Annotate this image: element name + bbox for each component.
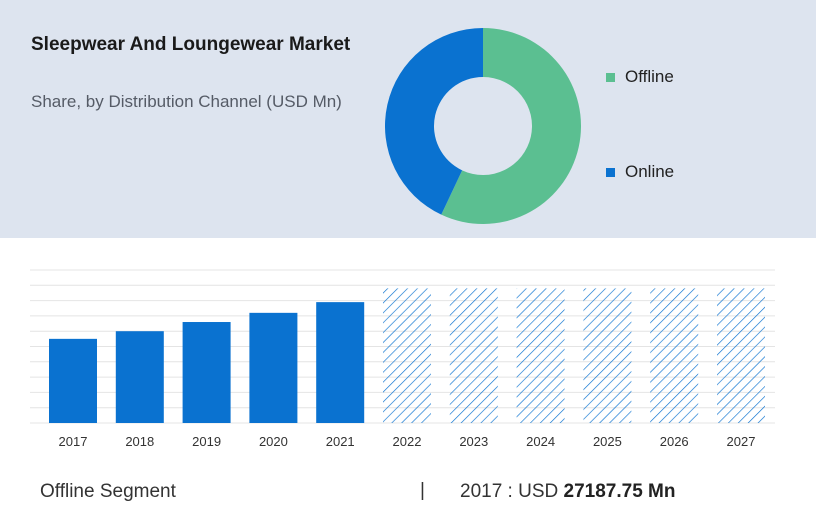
bar-2020: [249, 312, 298, 423]
legend-item-online: Online: [606, 162, 674, 182]
chart-subtitle: Share, by Distribution Channel (USD Mn): [31, 92, 342, 111]
bar-2021: [316, 302, 365, 423]
legend-swatch-offline: [606, 72, 615, 82]
x-tick-label: 2025: [593, 434, 622, 449]
x-tick-label: 2018: [125, 434, 154, 449]
x-tick-label: 2017: [59, 434, 88, 449]
x-tick-label: 2020: [259, 434, 288, 449]
forecast-bar-2025: [583, 288, 632, 423]
x-tick-label: 2023: [459, 434, 488, 449]
footer-value-prefix: 2017 : USD: [460, 481, 559, 502]
x-tick-label: 2027: [727, 434, 756, 449]
legend-swatch-online: [606, 167, 615, 177]
x-tick-label: 2021: [326, 434, 355, 449]
x-tick-label: 2026: [660, 434, 689, 449]
bar-2018: [115, 331, 164, 423]
legend-item-offline: Offline: [606, 67, 674, 87]
forecast-bar-2026: [650, 288, 699, 423]
footer-divider: |: [420, 480, 425, 501]
footer-value-amount: 27187.75 Mn: [563, 481, 676, 502]
footer-segment-label: Offline Segment: [40, 481, 176, 502]
legend-label-online: Online: [625, 162, 675, 181]
forecast-bar-2022: [383, 288, 431, 423]
x-tick-label: 2019: [192, 434, 221, 449]
donut-slice-online: [385, 28, 483, 215]
forecast-bar-2023: [449, 288, 498, 423]
chart-title: Sleepwear And Loungewear Market: [31, 34, 351, 55]
forecast-bar-2027: [717, 288, 765, 423]
legend-label-offline: Offline: [625, 67, 674, 86]
footer-value: 2017 : USD 27187.75 Mn: [460, 481, 675, 503]
bar-2017: [49, 338, 97, 423]
x-tick-label: 2022: [393, 434, 422, 449]
forecast-bar-2024: [516, 288, 565, 423]
donut-chart: [385, 28, 581, 224]
bar-2019: [182, 322, 231, 423]
donut-slice-offline: [441, 28, 581, 224]
bar-chart: 2017 2018 2019 2020 2021 2022 2023 2024 2025 2026…: [30, 269, 775, 449]
x-tick-label: 2024: [526, 434, 555, 449]
